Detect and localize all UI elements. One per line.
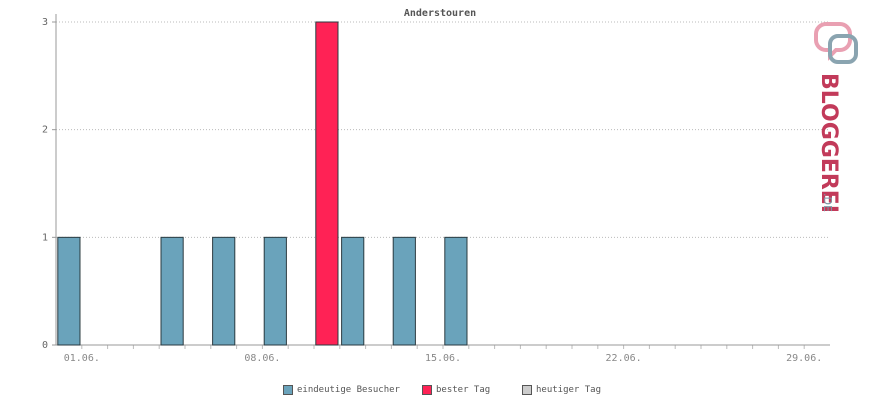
legend-item-best-day: bester Tag bbox=[422, 385, 490, 395]
x-tick-label: 29.06. bbox=[786, 353, 822, 364]
tick-labels: 0 1 2 3 01.06. 08.06. 15.06. 22.06. 29.06. bbox=[42, 17, 822, 364]
bar bbox=[212, 236, 236, 346]
bar bbox=[57, 236, 81, 346]
y-tick-label: 2 bbox=[42, 125, 48, 136]
y-tick-label: 1 bbox=[42, 232, 48, 243]
y-tick-label: 3 bbox=[42, 17, 48, 28]
logo-mark-icon bbox=[814, 22, 858, 64]
x-tick-label: 01.06. bbox=[64, 353, 100, 364]
legend-label: bester Tag bbox=[436, 385, 491, 395]
legend-swatch bbox=[283, 385, 293, 395]
x-tick-label: 15.06. bbox=[425, 353, 461, 364]
bar bbox=[444, 236, 468, 346]
legend-label: eindeutige Besucher bbox=[297, 385, 400, 395]
chart-title: Anderstouren bbox=[404, 8, 476, 19]
bar bbox=[315, 21, 339, 346]
bars bbox=[57, 21, 468, 346]
bar bbox=[263, 236, 287, 346]
legend: eindeutige Besucher bester Tag heutiger … bbox=[0, 385, 870, 399]
legend-item-today: heutiger Tag bbox=[522, 385, 601, 395]
x-tick-label: 08.06. bbox=[244, 353, 280, 364]
legend-label: heutiger Tag bbox=[536, 385, 602, 395]
y-tick-label: 0 bbox=[42, 340, 48, 351]
grid bbox=[56, 21, 830, 349]
x-tick-label: 22.06. bbox=[606, 353, 642, 364]
brand-suffix: .DE bbox=[821, 193, 834, 212]
axes bbox=[52, 14, 830, 346]
brand-name: BLOGGEREI bbox=[816, 73, 841, 213]
legend-swatch bbox=[422, 385, 432, 395]
legend-swatch bbox=[522, 385, 532, 395]
bar bbox=[392, 236, 416, 346]
bar bbox=[341, 236, 365, 346]
bar bbox=[160, 236, 184, 346]
brand-logo: BLOGGEREI .DE bbox=[812, 18, 862, 218]
legend-item-visitors: eindeutige Besucher bbox=[283, 385, 400, 395]
